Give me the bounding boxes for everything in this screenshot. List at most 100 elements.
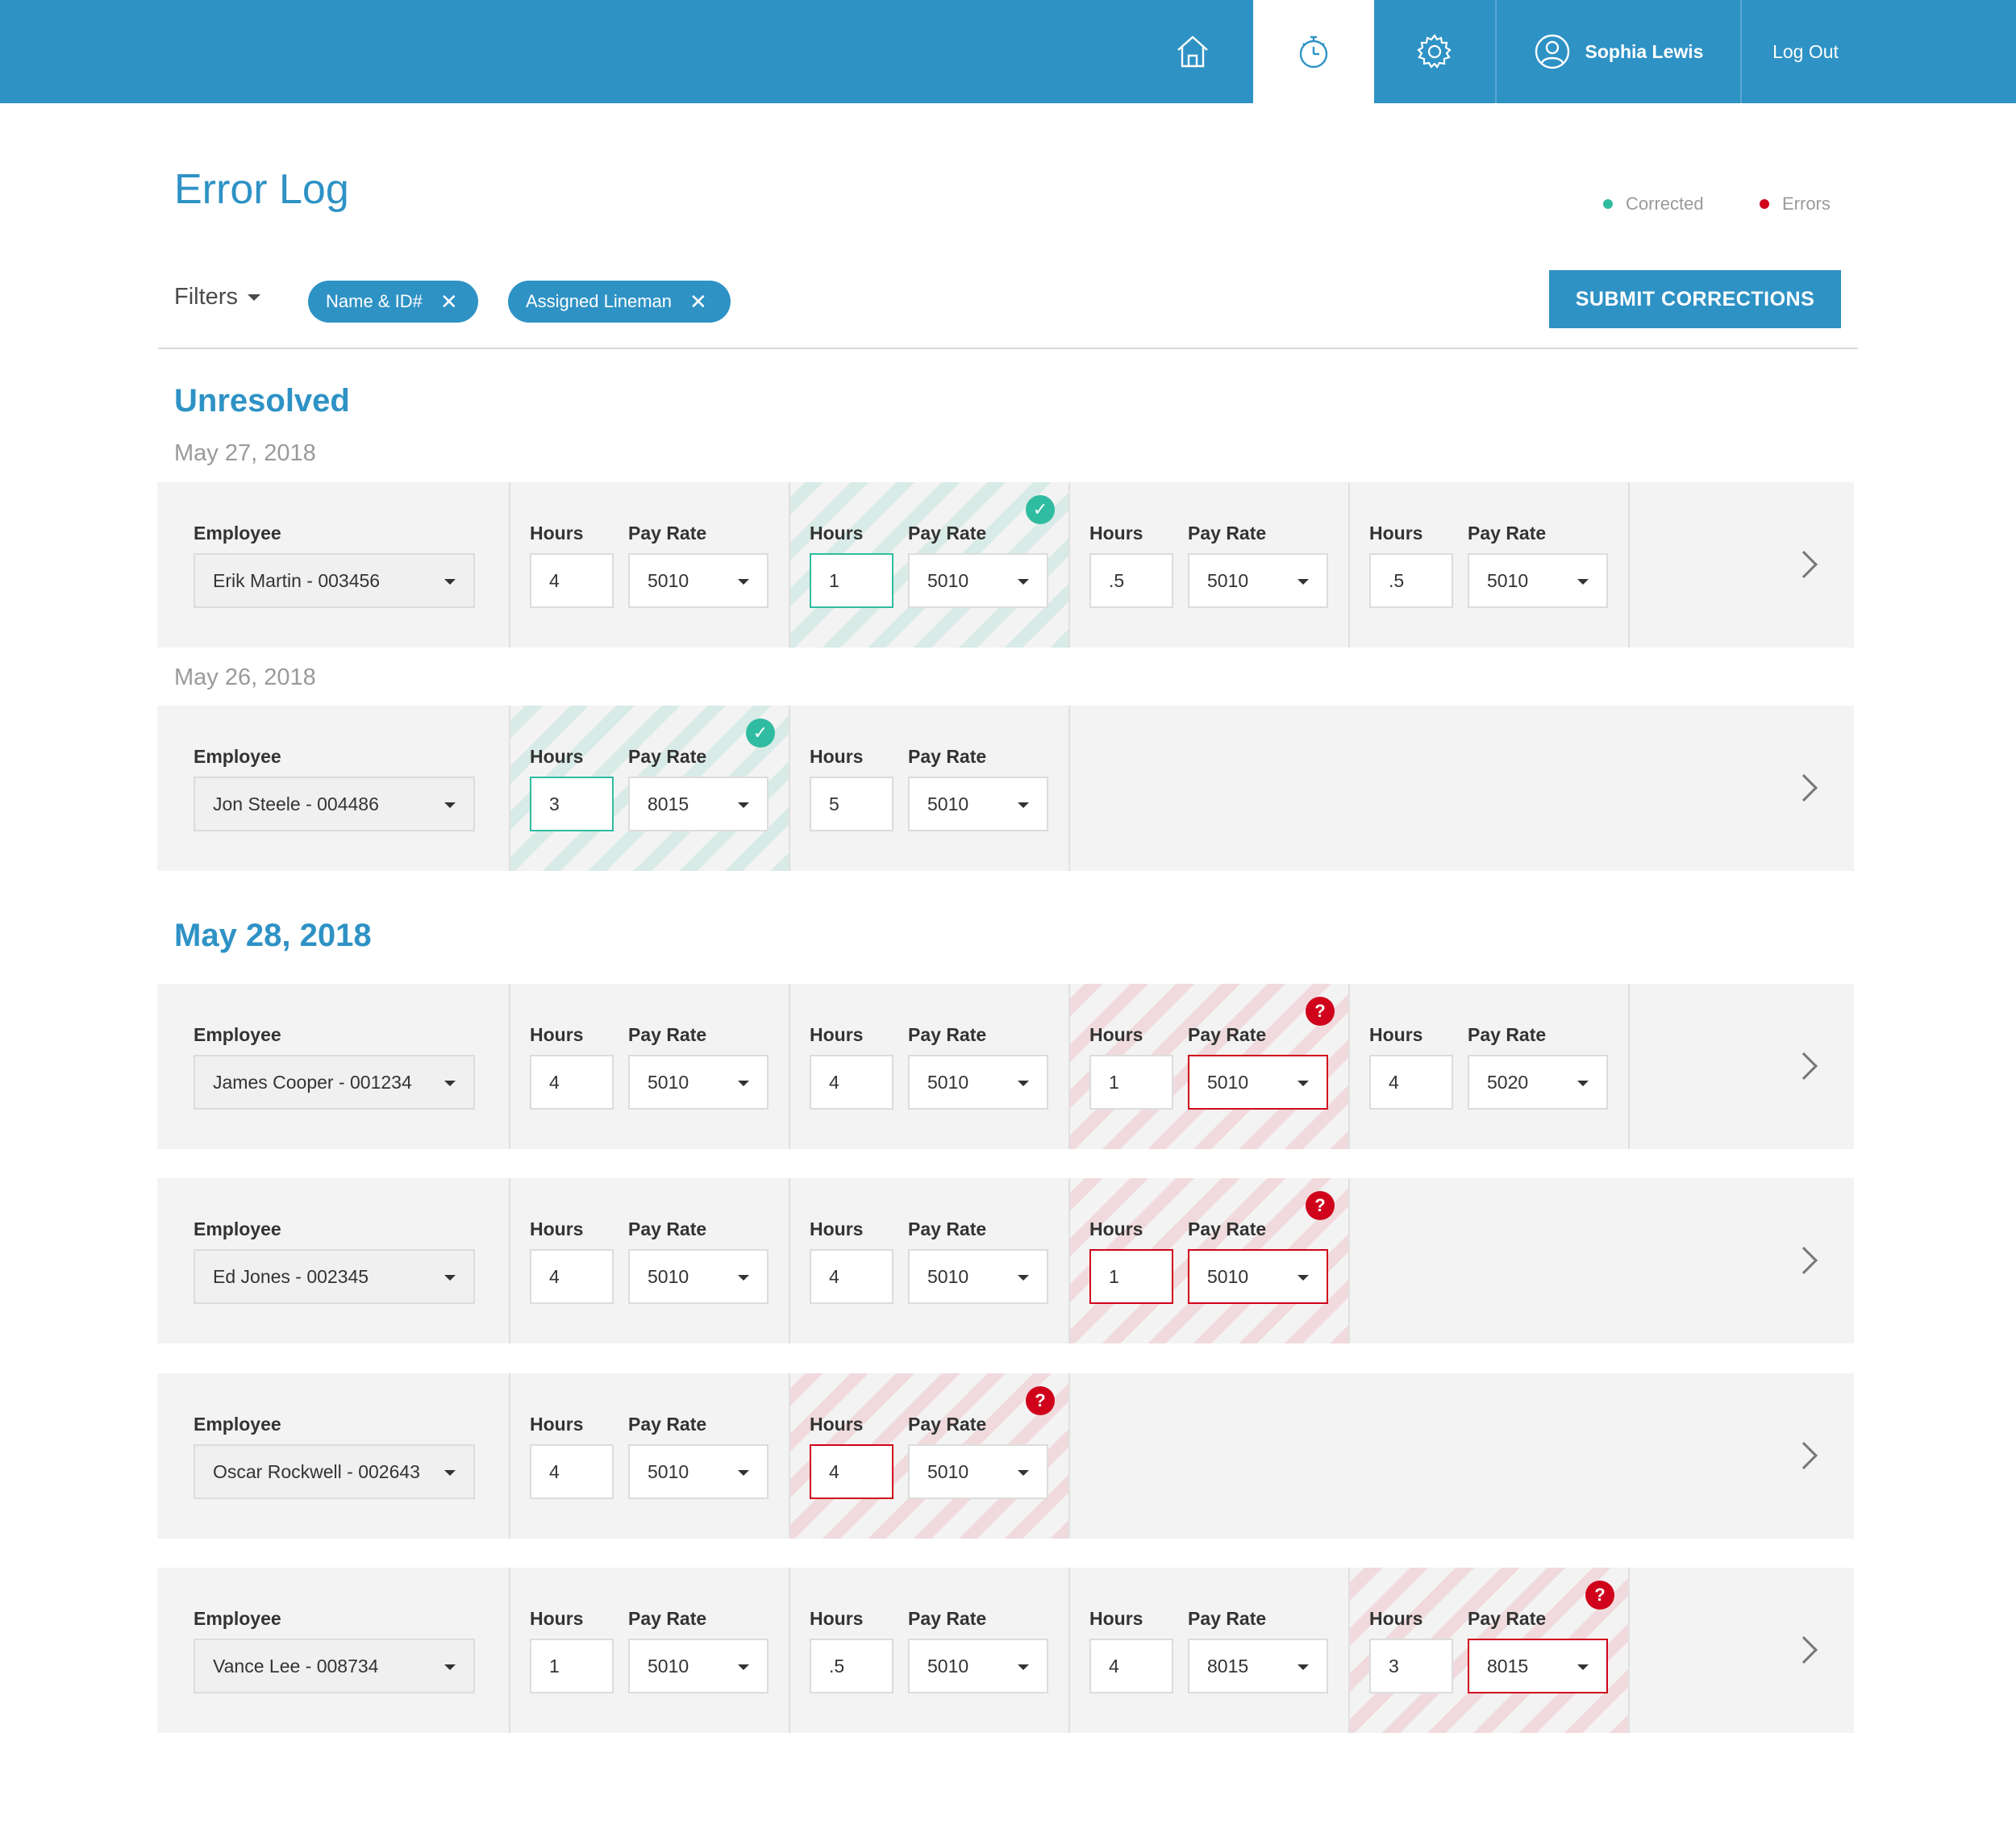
pay-rate-label: Pay Rate: [908, 1218, 987, 1239]
caret-down-icon: [444, 1081, 456, 1086]
legend-corrected: Corrected: [1603, 194, 1704, 215]
submit-corrections-button[interactable]: SUBMIT CORRECTIONS: [1549, 270, 1841, 328]
caret-down-icon: [444, 1470, 456, 1476]
pay-rate-select[interactable]: 5010: [908, 1249, 1048, 1304]
caret-down-icon: [1018, 1275, 1029, 1281]
employee-select[interactable]: Oscar Rockwell - 002643: [194, 1444, 475, 1499]
pay-rate-select[interactable]: 5010: [628, 1639, 768, 1693]
time-entry-cell: Hours Pay Rate 4 5010: [510, 1178, 790, 1343]
caret-down-icon: [444, 1275, 456, 1281]
close-icon[interactable]: ✕: [439, 290, 458, 314]
error-row: Employee James Cooper - 001234 Hours Pay Ra…: [157, 984, 1854, 1149]
question-mark-icon[interactable]: ?: [1026, 1386, 1055, 1415]
chevron-right-icon[interactable]: [1790, 1442, 1818, 1469]
hours-input[interactable]: 1: [1089, 1055, 1173, 1110]
pay-rate-select[interactable]: 5010: [908, 1639, 1048, 1693]
pay-rate-select[interactable]: 5010: [908, 1444, 1048, 1499]
caret-down-icon: [1577, 579, 1589, 585]
hours-input[interactable]: 5: [810, 777, 893, 831]
time-entry-cell: Hours Pay Rate 1 5010 ✓: [790, 482, 1070, 648]
hours-input[interactable]: .5: [1089, 553, 1173, 608]
hours-input[interactable]: .5: [810, 1639, 893, 1693]
hours-label: Hours: [1369, 1608, 1423, 1629]
nav-user-profile[interactable]: Sophia Lewis: [1495, 0, 1740, 103]
pay-rate-label: Pay Rate: [628, 1414, 707, 1435]
pay-rate-select[interactable]: 8015: [1188, 1639, 1328, 1693]
pay-rate-select[interactable]: 5010: [908, 1055, 1048, 1110]
hours-input[interactable]: 4: [1369, 1055, 1453, 1110]
hours-label: Hours: [1089, 1608, 1143, 1629]
caret-down-icon: [1018, 1081, 1029, 1086]
close-icon[interactable]: ✕: [689, 290, 707, 314]
pay-rate-label: Pay Rate: [1188, 1218, 1267, 1239]
hours-input[interactable]: 4: [810, 1444, 893, 1499]
question-mark-icon[interactable]: ?: [1585, 1581, 1614, 1610]
question-mark-icon[interactable]: ?: [1306, 997, 1335, 1026]
pay-rate-select[interactable]: 5010: [628, 1444, 768, 1499]
hours-label: Hours: [530, 1218, 584, 1239]
filter-chip-name-id: Name & ID# ✕: [308, 281, 478, 323]
employee-select[interactable]: Erik Martin - 003456: [194, 553, 475, 608]
hours-input[interactable]: 1: [530, 1639, 614, 1693]
pay-rate-select[interactable]: 5010: [628, 1055, 768, 1110]
nav-settings-button[interactable]: [1374, 0, 1495, 103]
employee-select[interactable]: Vance Lee - 008734: [194, 1639, 475, 1693]
hours-label: Hours: [810, 1608, 864, 1629]
question-mark-icon[interactable]: ?: [1306, 1191, 1335, 1220]
pay-rate-label: Pay Rate: [908, 1608, 987, 1629]
logout-button[interactable]: Log Out: [1740, 0, 1869, 103]
header-divider: [158, 348, 1858, 349]
employee-select[interactable]: James Cooper - 001234: [194, 1055, 475, 1110]
chevron-right-icon[interactable]: [1790, 1247, 1818, 1274]
hours-input[interactable]: 1: [1089, 1249, 1173, 1304]
pay-rate-label: Pay Rate: [628, 746, 707, 767]
chevron-right-icon[interactable]: [1790, 1636, 1818, 1664]
hours-input[interactable]: 4: [1089, 1639, 1173, 1693]
hours-input[interactable]: 4: [530, 1249, 614, 1304]
hours-input[interactable]: 4: [810, 1055, 893, 1110]
pay-rate-select[interactable]: 5010: [1468, 553, 1608, 608]
nav-home-button[interactable]: [1132, 0, 1253, 103]
filters-dropdown[interactable]: Filters: [174, 284, 260, 310]
caret-down-icon: [1018, 579, 1029, 585]
pay-rate-select[interactable]: 5010: [1188, 1249, 1328, 1304]
employee-select[interactable]: Ed Jones - 002345: [194, 1249, 475, 1304]
pay-rate-select[interactable]: 5010: [628, 553, 768, 608]
pay-rate-select[interactable]: 5010: [908, 777, 1048, 831]
pay-rate-select[interactable]: 8015: [1468, 1639, 1608, 1693]
pay-rate-select[interactable]: 5010: [1188, 1055, 1328, 1110]
section-title-unresolved: Unresolved: [174, 383, 350, 419]
pay-rate-select[interactable]: 5010: [1188, 553, 1328, 608]
pay-rate-label: Pay Rate: [628, 1024, 707, 1045]
pay-rate-label: Pay Rate: [628, 1218, 707, 1239]
chevron-right-icon[interactable]: [1790, 1052, 1818, 1080]
employee-cell: Employee Vance Lee - 008734: [157, 1568, 510, 1733]
hours-label: Hours: [530, 1608, 584, 1629]
caret-down-icon: [1577, 1664, 1589, 1670]
hours-input[interactable]: 4: [810, 1249, 893, 1304]
pay-rate-label: Pay Rate: [1468, 1608, 1547, 1629]
hours-input[interactable]: 4: [530, 1444, 614, 1499]
error-row: Employee Erik Martin - 003456 Hours Pay Rat…: [157, 482, 1854, 648]
pay-rate-select[interactable]: 8015: [628, 777, 768, 831]
pay-rate-select[interactable]: 5010: [908, 553, 1048, 608]
pay-rate-label: Pay Rate: [908, 1414, 987, 1435]
pay-rate-select[interactable]: 5010: [628, 1249, 768, 1304]
time-entry-cell: Hours Pay Rate 4 5010: [510, 482, 790, 648]
chevron-right-icon[interactable]: [1790, 551, 1818, 578]
hours-input[interactable]: 1: [810, 553, 893, 608]
chevron-right-icon[interactable]: [1790, 774, 1818, 802]
hours-input[interactable]: 3: [1369, 1639, 1453, 1693]
hours-input[interactable]: 3: [530, 777, 614, 831]
filter-chip-assigned-lineman: Assigned Lineman ✕: [508, 281, 731, 323]
time-entry-cell: Hours Pay Rate 3 8015?: [1350, 1568, 1630, 1733]
hours-input[interactable]: .5: [1369, 553, 1453, 608]
time-entry-cell: Hours Pay Rate .5 5010: [1350, 482, 1630, 648]
hours-input[interactable]: 4: [530, 1055, 614, 1110]
employee-label: Employee: [194, 1608, 281, 1629]
nav-timesheet-button[interactable]: [1253, 0, 1374, 103]
pay-rate-select[interactable]: 5020: [1468, 1055, 1608, 1110]
employee-select[interactable]: Jon Steele - 004486: [194, 777, 475, 831]
corrected-dot-icon: [1603, 199, 1613, 209]
hours-input[interactable]: 4: [530, 553, 614, 608]
